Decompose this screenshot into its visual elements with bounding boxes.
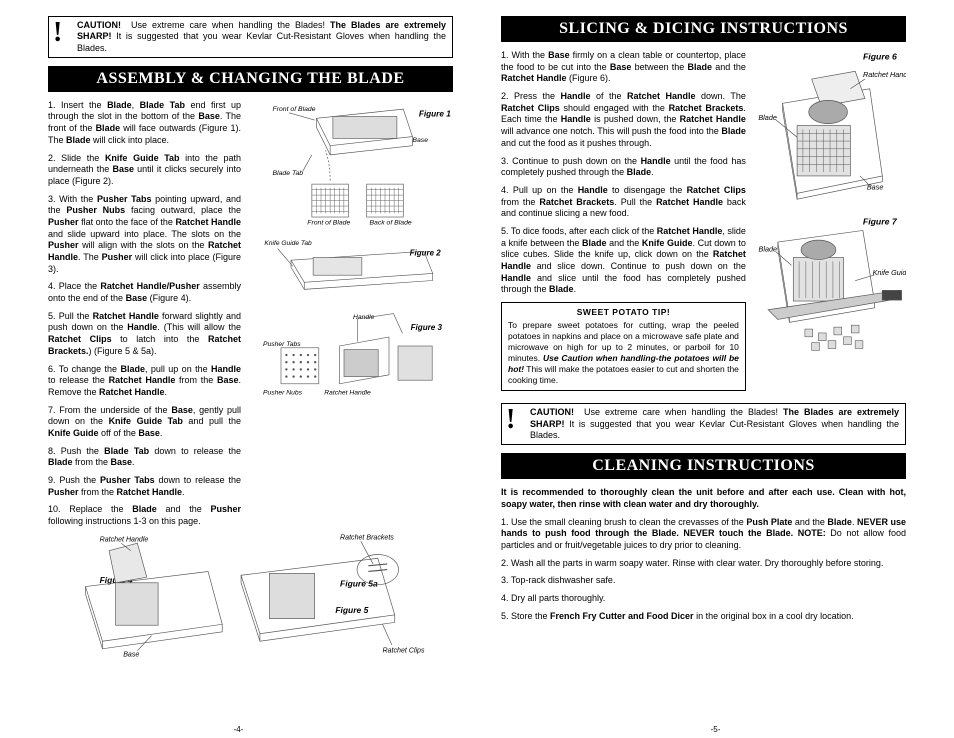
slicing-header: SLICING & DICING INSTRUCTIONS — [501, 16, 906, 42]
caution-title: CAUTION! — [530, 407, 574, 417]
sweet-potato-tip: SWEET POTATO TIP! To prepare sweet potat… — [501, 302, 746, 391]
right-page: SLICING & DICING INSTRUCTIONS 1. With th… — [477, 0, 954, 738]
svg-text:Figure 5: Figure 5 — [335, 605, 368, 615]
slicing-text-col: 1. With the Base firmly on a clean table… — [501, 50, 746, 397]
svg-text:Front of Blade: Front of Blade — [273, 106, 316, 113]
assembly-step: 7. From the underside of the Base, gentl… — [48, 405, 241, 440]
svg-text:Knife Guide Tab: Knife Guide Tab — [264, 240, 312, 247]
svg-text:Ratchet Handle: Ratchet Handle — [863, 70, 906, 79]
svg-text:Pusher Tabs: Pusher Tabs — [263, 341, 301, 348]
caution-box-top: ! CAUTION! Use extreme care when handlin… — [48, 16, 453, 58]
caution-box-mid: ! CAUTION! Use extreme care when handlin… — [501, 403, 906, 445]
svg-text:Base: Base — [867, 182, 884, 191]
svg-text:Back of Blade: Back of Blade — [369, 219, 411, 226]
page-number-left: -4- — [234, 725, 244, 734]
assembly-step: 9. Push the Pusher Tabs down to release … — [48, 475, 241, 498]
slicing-step: 5. To dice foods, after each click of th… — [501, 226, 746, 296]
cleaning-header: CLEANING INSTRUCTIONS — [501, 453, 906, 479]
slicing-step: 2. Press the Handle of the Ratchet Handl… — [501, 91, 746, 149]
cleaning-step: 5. Store the French Fry Cutter and Food … — [501, 611, 906, 623]
svg-text:Figure 7: Figure 7 — [863, 217, 898, 227]
svg-text:Ratchet Brackets: Ratchet Brackets — [340, 534, 394, 541]
svg-text:Ratchet Clips: Ratchet Clips — [382, 647, 424, 654]
cleaning-intro: It is recommended to thoroughly clean th… — [501, 487, 906, 510]
exclamation-icon: ! — [53, 19, 62, 47]
assembly-step: 10. Replace the Blade and the Pusher fol… — [48, 504, 241, 527]
figure-1: Figure 1 Front of Blade Base Blade Tab F… — [253, 100, 453, 228]
assembly-step: 6. To change the Blade, pull up on the H… — [48, 364, 241, 399]
cleaning-step: 2. Wash all the parts in warm soapy wate… — [501, 558, 906, 570]
caution-rest: It is suggested that you wear Kevlar Cut… — [530, 419, 899, 440]
cleaning-step: 3. Top-rack dishwasher safe. — [501, 575, 906, 587]
svg-text:Figure 1: Figure 1 — [419, 109, 451, 118]
assembly-step: 4. Place the Ratchet Handle/Pusher assem… — [48, 281, 241, 304]
assembly-step: 2. Slide the Knife Guide Tab into the pa… — [48, 153, 241, 188]
figure-3: Pusher Tabs Handle Pusher Nubs Ratchet H… — [253, 310, 453, 400]
caution-text-1: Use extreme care when handling the Blade… — [131, 20, 330, 30]
assembly-text-col: 1. Insert the Blade, Blade Tab end first… — [48, 100, 241, 534]
svg-text:Front of Blade: Front of Blade — [307, 219, 350, 226]
caution-rest: It is suggested that you wear Kevlar Cut… — [77, 31, 446, 52]
slicing-step: 3. Continue to push down on the Handle u… — [501, 156, 746, 179]
assembly-content: 1. Insert the Blade, Blade Tab end first… — [48, 100, 453, 534]
cleaning-step: 1. Use the small cleaning brush to clean… — [501, 517, 906, 552]
slicing-step: 1. With the Base firmly on a clean table… — [501, 50, 746, 85]
cleaning-step: 4. Dry all parts thoroughly. — [501, 593, 906, 605]
slicing-step: 4. Pull up on the Handle to disengage th… — [501, 185, 746, 220]
figure-2: Knife Guide Tab Figure 2 — [253, 238, 453, 300]
figure-6: Figure 6 Ratchet Handle Blade Base — [756, 50, 906, 205]
svg-text:Figure 5a: Figure 5a — [340, 578, 378, 588]
svg-text:Blade Tab: Blade Tab — [273, 170, 304, 177]
assembly-step: 8. Push the Blade Tab down to release th… — [48, 446, 241, 469]
slicing-content: 1. With the Base firmly on a clean table… — [501, 50, 906, 397]
assembly-header: ASSEMBLY & CHANGING THE BLADE — [48, 66, 453, 92]
svg-text:Base: Base — [412, 137, 428, 144]
svg-text:Pusher Nubs: Pusher Nubs — [263, 389, 303, 396]
left-page: ! CAUTION! Use extreme care when handlin… — [0, 0, 477, 738]
svg-text:Blade: Blade — [758, 245, 777, 254]
caution-title: CAUTION! — [77, 20, 121, 30]
assembly-step: 5. Pull the Ratchet Handle forward sligh… — [48, 311, 241, 358]
page-number-right: -5- — [711, 725, 721, 734]
svg-text:Figure 3: Figure 3 — [411, 323, 443, 332]
svg-text:Ratchet Handle: Ratchet Handle — [324, 389, 371, 396]
svg-text:Figure 2: Figure 2 — [410, 248, 442, 257]
exclamation-icon: ! — [506, 406, 515, 434]
assembly-step: 3. With the Pusher Tabs pointing upward,… — [48, 194, 241, 276]
svg-text:Ratchet Handle: Ratchet Handle — [100, 536, 149, 543]
tip-title: SWEET POTATO TIP! — [508, 307, 739, 318]
assembly-step: 1. Insert the Blade, Blade Tab end first… — [48, 100, 241, 147]
figure-7: Figure 7 Blade Knife Guide — [756, 215, 906, 360]
slicing-figures-col: Figure 6 Ratchet Handle Blade Base — [756, 50, 906, 397]
svg-text:Base: Base — [123, 651, 139, 658]
tip-text: To prepare sweet potatoes for cutting, w… — [508, 320, 739, 386]
svg-text:Figure 6: Figure 6 — [863, 52, 897, 62]
svg-text:Blade: Blade — [758, 113, 777, 122]
figure-4-5: Ratchet Handle Base Figure 4 Ratchet Bra… — [48, 530, 453, 662]
assembly-figures-col: Figure 1 Front of Blade Base Blade Tab F… — [253, 100, 453, 534]
svg-text:Handle: Handle — [353, 314, 375, 321]
caution-text-2: Use extreme care when handling the Blade… — [584, 407, 783, 417]
svg-text:Knife Guide: Knife Guide — [872, 268, 905, 277]
manual-spread: ! CAUTION! Use extreme care when handlin… — [0, 0, 954, 738]
